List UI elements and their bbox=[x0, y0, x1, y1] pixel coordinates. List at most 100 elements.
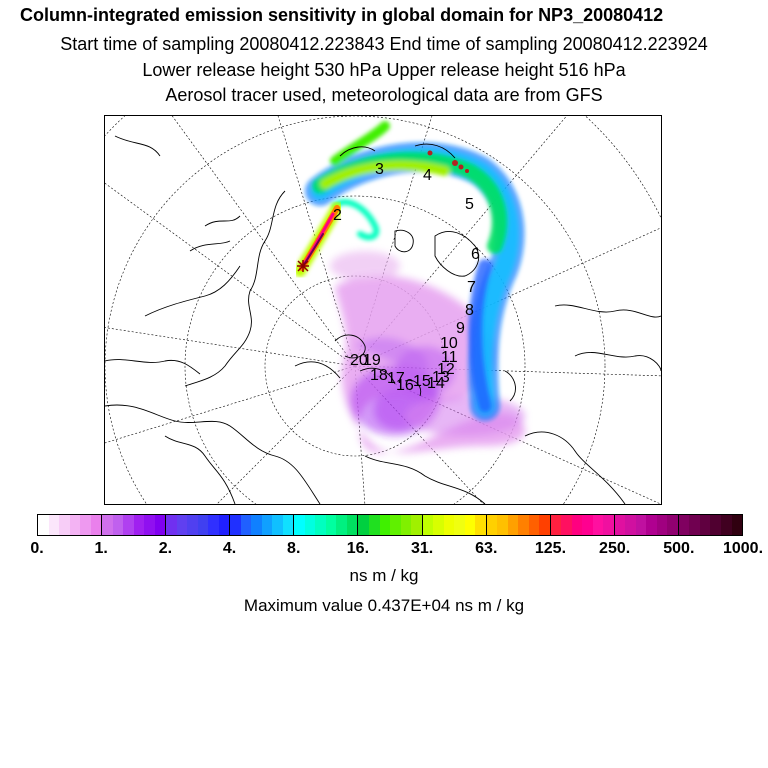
day-label: 13 bbox=[432, 369, 450, 386]
day-label: 6 bbox=[471, 246, 480, 263]
colorbar-swatch bbox=[625, 515, 636, 535]
colorbar-swatch bbox=[48, 515, 60, 535]
day-label: 11 bbox=[441, 349, 458, 366]
colorbar-tick-label: 8. bbox=[287, 540, 301, 557]
colorbar-swatch bbox=[678, 515, 690, 535]
source-hotspots bbox=[427, 150, 469, 173]
release-location-marker bbox=[297, 260, 309, 272]
colorbar-swatch bbox=[433, 515, 444, 535]
colorbar-swatch bbox=[154, 515, 167, 535]
day-label: 4 bbox=[423, 167, 432, 184]
colorbar-swatch bbox=[475, 515, 487, 535]
colorbar-tick-label: 1. bbox=[94, 540, 108, 557]
colorbar bbox=[37, 514, 743, 536]
colorbar-tick-label: 500. bbox=[663, 540, 695, 557]
colorbar-swatch bbox=[218, 515, 231, 535]
colorbar-tick-labels: 0. 1. 2. 4. 8. 16. 31. 63. 125. 250. 500. 1000. bbox=[0, 540, 768, 560]
colorbar-swatch bbox=[102, 515, 113, 535]
colorbar-swatch bbox=[646, 515, 657, 535]
colorbar-swatch bbox=[464, 515, 476, 535]
colorbar-swatch bbox=[539, 515, 551, 535]
colorbar-swatch bbox=[69, 515, 81, 535]
colorbar-swatch bbox=[197, 515, 209, 535]
colorbar-swatch bbox=[336, 515, 347, 535]
day-label: 15 bbox=[413, 373, 431, 390]
colorbar-tick-label: 0. bbox=[30, 540, 44, 557]
sensitivity-core bbox=[294, 202, 343, 277]
colorbar-tick-label: 250. bbox=[599, 540, 631, 557]
colorbar-swatch bbox=[561, 515, 572, 535]
colorbar-swatch bbox=[80, 515, 91, 535]
colorbar-swatch bbox=[635, 515, 647, 535]
colorbar-swatch bbox=[614, 515, 626, 535]
day-label: 18 bbox=[370, 367, 388, 384]
colorbar-swatch bbox=[518, 515, 529, 535]
colorbar-swatch bbox=[187, 515, 198, 535]
colorbar-swatch bbox=[294, 515, 305, 535]
colorbar-swatch bbox=[208, 515, 219, 535]
colorbar-tick-label: 63. bbox=[475, 540, 498, 557]
colorbar-swatch bbox=[176, 515, 188, 535]
day-label: 5 bbox=[465, 196, 474, 213]
colorbar-swatch bbox=[38, 515, 49, 535]
colorbar-swatch bbox=[282, 515, 295, 535]
colorbar-swatch bbox=[59, 515, 70, 535]
colorbar-tick-label: 31. bbox=[410, 540, 434, 557]
colorbar-tick-label: 16. bbox=[346, 540, 370, 557]
day-label: 19 bbox=[363, 352, 381, 369]
sampling-time: Start time of sampling 20080412.223843 E… bbox=[60, 34, 708, 54]
day-label: 9 bbox=[456, 320, 465, 337]
release-height: Lower release height 530 hPa Upper relea… bbox=[142, 60, 626, 80]
colorbar-swatch bbox=[486, 515, 498, 535]
colorbar-swatch bbox=[112, 515, 124, 535]
colorbar-swatch bbox=[571, 515, 583, 535]
day-label: 14 bbox=[427, 375, 445, 392]
colorbar-swatch bbox=[358, 515, 369, 535]
colorbar-swatch bbox=[123, 515, 134, 535]
colorbar-swatch bbox=[731, 515, 743, 535]
colorbar-swatch bbox=[497, 515, 508, 535]
colorbar-swatch bbox=[261, 515, 273, 535]
colorbar-swatch bbox=[272, 515, 283, 535]
coastlines bbox=[105, 135, 661, 504]
colorbar-tick-label: 1000. bbox=[722, 540, 764, 557]
colorbar-tick-label: 2. bbox=[158, 540, 173, 557]
day-label: 3 bbox=[375, 161, 384, 178]
colorbar-tick-label: 125. bbox=[534, 540, 567, 557]
sensitivity-plume-band bbox=[305, 121, 525, 421]
colorbar-swatch bbox=[251, 515, 262, 535]
colorbar-swatch bbox=[582, 515, 593, 535]
day-label: 10 bbox=[440, 335, 458, 352]
colorbar-swatch bbox=[603, 515, 615, 535]
maximum-value: Maximum value 0.437E+04 ns m / kg bbox=[243, 596, 525, 615]
colorbar-swatch bbox=[411, 515, 423, 535]
colorbar-swatch bbox=[315, 515, 326, 535]
colorbar-swatch bbox=[379, 515, 391, 535]
colorbar-swatch bbox=[710, 515, 721, 535]
colorbar-swatch bbox=[721, 515, 732, 535]
day-label: 20 bbox=[350, 352, 368, 369]
day-labels: 2 3 4 5 6 7 8 9 10 11 12 13 14 15 16 17 … bbox=[333, 161, 480, 394]
colorbar-swatch bbox=[304, 515, 316, 535]
colorbar-swatch bbox=[689, 515, 700, 535]
colorbar-swatch bbox=[422, 515, 434, 535]
colorbar-tick-label: 4. bbox=[222, 540, 237, 557]
colorbar-swatch bbox=[240, 515, 252, 535]
day-label: 17 bbox=[387, 370, 405, 387]
map-svg: 2 3 4 5 6 7 8 9 10 11 12 13 14 15 16 17 … bbox=[105, 116, 661, 504]
colorbar-swatch bbox=[592, 515, 604, 535]
map-panel: 2 3 4 5 6 7 8 9 10 11 12 13 14 15 16 17 … bbox=[104, 115, 662, 505]
tracer-info: Aerosol tracer used, meteorological data… bbox=[165, 85, 603, 105]
day-label: 7 bbox=[467, 279, 476, 296]
colorbar-swatch bbox=[443, 515, 455, 535]
day-label: 8 bbox=[465, 302, 474, 319]
colorbar-swatch bbox=[656, 515, 668, 535]
colorbar-swatch bbox=[325, 515, 337, 535]
colorbar-swatch bbox=[133, 515, 145, 535]
day-label: 2 bbox=[333, 207, 342, 224]
colorbar-swatch bbox=[346, 515, 359, 535]
day-label: 12 bbox=[437, 361, 455, 378]
colorbar-swatch bbox=[507, 515, 519, 535]
colorbar-units: ns m / kg bbox=[349, 566, 419, 585]
colorbar-swatch bbox=[390, 515, 401, 535]
